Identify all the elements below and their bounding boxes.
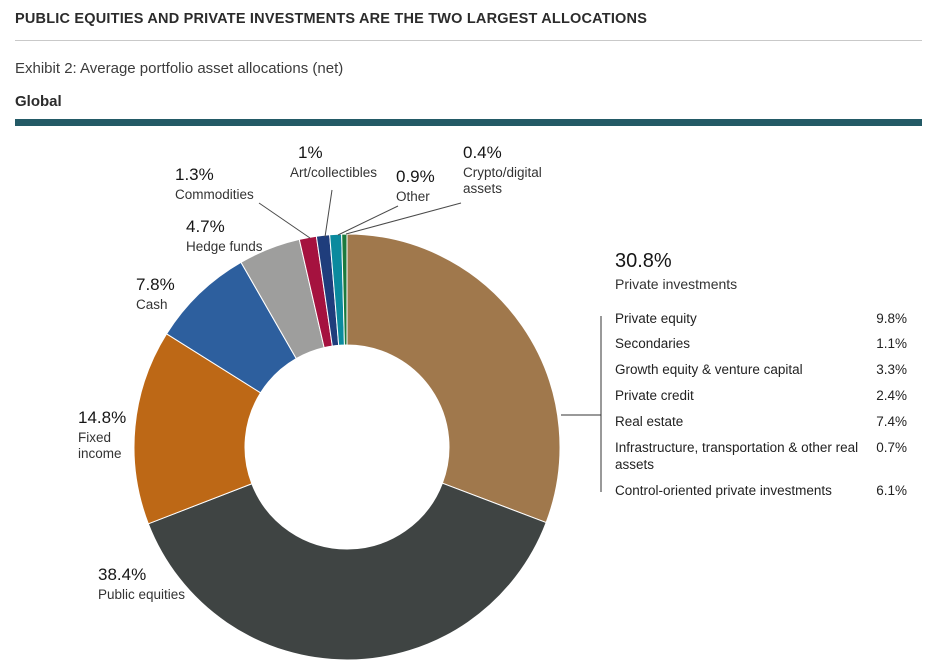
cash-name: Cash <box>136 296 168 312</box>
leader-line-crypto <box>345 202 462 235</box>
donut-label-hedge-funds: 4.7% Hedge funds <box>186 217 263 255</box>
breakdown-label: Growth equity & venture capital <box>615 362 803 378</box>
breakdown-label: Private credit <box>615 388 694 404</box>
breakdown-row-infrastructure: Infrastructure, transportation & other r… <box>615 435 907 478</box>
donut-label-other: 0.9% Other <box>396 167 435 205</box>
leader-line-art-collectibles <box>324 189 333 238</box>
public-equities-name: Public equities <box>98 586 186 602</box>
region-label: Global <box>15 93 62 110</box>
donut-label-public-equities: 38.4% Public equities <box>98 565 186 603</box>
commodities-name: Commodities <box>175 186 254 202</box>
breakdown-value: 9.8% <box>876 310 907 326</box>
leader-line-commodities <box>258 202 311 239</box>
breakdown-label: Infrastructure, transportation & other r… <box>615 439 859 472</box>
fixed-income-name: Fixed income <box>78 429 122 461</box>
public-equities-value: 38.4% <box>98 565 147 584</box>
art-collectibles-value: 1% <box>298 143 323 162</box>
breakdown-row-growth-equity: Growth equity & venture capital 3.3% <box>615 358 907 384</box>
cash-value: 7.8% <box>136 275 175 294</box>
page-title: PUBLIC EQUITIES AND PRIVATE INVESTMENTS … <box>15 11 648 27</box>
breakdown-value: 0.7% <box>876 439 907 455</box>
section-accent-bar <box>15 119 922 126</box>
commodities-value: 1.3% <box>175 165 214 184</box>
exhibit-caption: Exhibit 2: Average portfolio asset alloc… <box>15 60 344 77</box>
donut-segments <box>133 233 561 661</box>
donut-label-fixed-income: 14.8% Fixed income <box>78 408 130 462</box>
crypto-value: 0.4% <box>463 143 502 162</box>
donut-segment-fixed-income <box>133 333 262 525</box>
fixed-income-value: 14.8% <box>78 408 127 427</box>
crypto-name: Crypto/digital assets <box>463 164 542 196</box>
breakdown-label: Secondaries <box>615 336 691 352</box>
breakdown-value: 2.4% <box>876 388 907 404</box>
leader-line-other <box>337 205 399 236</box>
private-investments-value: 30.8% <box>615 250 672 272</box>
breakdown-value: 7.4% <box>876 414 907 429</box>
donut-label-cash: 7.8% Cash <box>136 275 175 313</box>
other-value: 0.9% <box>396 167 435 186</box>
breakdown-value: 1.1% <box>876 336 907 352</box>
donut-label-private-investments: 30.8% Private investments <box>615 250 737 293</box>
other-name: Other <box>396 188 430 204</box>
breakdown-value: 6.1% <box>876 482 907 498</box>
donut-segment-public-equities <box>147 482 547 661</box>
donut-segment-private-investments <box>346 233 561 524</box>
breakdown-label: Real estate <box>615 414 684 429</box>
art-collectibles-name: Art/collectibles <box>290 164 378 180</box>
breakdown-row-private-equity: Private equity 9.8% <box>615 306 907 332</box>
hedge-funds-name: Hedge funds <box>186 238 263 254</box>
breakdown-value: 3.3% <box>876 362 907 378</box>
hedge-funds-value: 4.7% <box>186 217 225 236</box>
breakdown-row-secondaries: Secondaries 1.1% <box>615 332 907 358</box>
donut-label-art-collectibles: 1% Art/collectibles <box>290 143 378 181</box>
donut-segment-crypto-digital-assets <box>341 233 348 346</box>
breakdown-row-control-oriented: Control-oriented private investments 6.1… <box>615 478 907 504</box>
private-investments-name: Private investments <box>615 276 738 292</box>
breakdown-label: Private equity <box>615 310 697 326</box>
private-investments-breakdown: Private equity 9.8% Secondaries 1.1% Gro… <box>615 306 907 504</box>
breakdown-label: Control-oriented private investments <box>615 482 832 498</box>
breakdown-row-real-estate: Real estate 7.4% <box>615 410 907 436</box>
title-divider <box>15 40 922 41</box>
donut-label-commodities: 1.3% Commodities <box>175 165 254 203</box>
breakdown-row-private-credit: Private credit 2.4% <box>615 384 907 410</box>
donut-label-crypto: 0.4% Crypto/digital assets <box>463 143 553 197</box>
